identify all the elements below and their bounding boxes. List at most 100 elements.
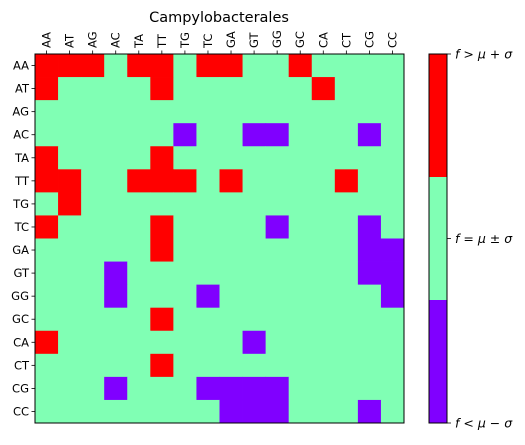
heatmap-cell — [196, 400, 219, 423]
heatmap-cell — [150, 239, 173, 262]
heatmap-cell — [58, 354, 81, 377]
heatmap-cell — [173, 377, 196, 400]
heatmap-cell — [358, 100, 381, 123]
heatmap-cell — [104, 285, 127, 308]
heatmap-cell — [173, 308, 196, 331]
heatmap-cell — [81, 54, 104, 77]
heatmap-cell — [127, 169, 150, 192]
heatmap-cell — [127, 354, 150, 377]
heatmap-cell — [58, 77, 81, 100]
heatmap-cell — [196, 239, 219, 262]
heatmap-cell — [358, 169, 381, 192]
heatmap-cell — [289, 308, 312, 331]
col-tick-label: CG — [362, 31, 376, 48]
heatmap-cell — [81, 308, 104, 331]
heatmap-cell — [81, 146, 104, 169]
heatmap-cell — [104, 77, 127, 100]
heatmap-cell — [58, 123, 81, 146]
heatmap-cell — [358, 146, 381, 169]
col-tick-label: GC — [293, 31, 307, 48]
heatmap-cell — [81, 169, 104, 192]
heatmap-cell — [312, 77, 335, 100]
heatmap-cell — [266, 262, 289, 285]
heatmap-cell — [58, 285, 81, 308]
heatmap-cell — [127, 100, 150, 123]
heatmap-cell — [196, 354, 219, 377]
heatmap-cell — [312, 100, 335, 123]
heatmap-cell — [358, 285, 381, 308]
heatmap-cell — [81, 77, 104, 100]
heatmap-cell — [196, 100, 219, 123]
row-tick-label: GC — [12, 312, 29, 326]
heatmap-cell — [266, 77, 289, 100]
heatmap-cell — [104, 354, 127, 377]
heatmap-cell — [381, 239, 404, 262]
heatmap-cell — [35, 169, 58, 192]
heatmap-cell — [335, 123, 358, 146]
heatmap-cell — [173, 285, 196, 308]
heatmap-cell — [335, 77, 358, 100]
heatmap-cell — [173, 331, 196, 354]
heatmap-cell — [150, 354, 173, 377]
heatmap-cell — [127, 400, 150, 423]
row-tick-label: AT — [15, 82, 30, 96]
col-tick-label: GG — [270, 30, 284, 48]
heatmap-cell — [104, 262, 127, 285]
heatmap-cell — [58, 100, 81, 123]
heatmap-cell — [196, 377, 219, 400]
heatmap-cell — [196, 215, 219, 238]
heatmap-cell — [335, 54, 358, 77]
heatmap-cell — [266, 54, 289, 77]
heatmap-cell — [220, 377, 243, 400]
heatmap-cell — [35, 215, 58, 238]
heatmap-cell — [312, 354, 335, 377]
heatmap-cell — [127, 146, 150, 169]
heatmap-cell — [243, 354, 266, 377]
heatmap-cell — [220, 123, 243, 146]
heatmap-cell — [266, 285, 289, 308]
heatmap-cell — [381, 169, 404, 192]
heatmap-cell — [289, 262, 312, 285]
heatmap-cell — [243, 123, 266, 146]
heatmap-cell — [220, 100, 243, 123]
heatmap-cell — [127, 54, 150, 77]
heatmap-cell — [150, 215, 173, 238]
heatmap-cell — [196, 123, 219, 146]
heatmap-cell — [173, 123, 196, 146]
heatmap-cell — [289, 215, 312, 238]
heatmap-cells — [35, 54, 404, 423]
heatmap-cell — [58, 331, 81, 354]
heatmap-cell — [150, 169, 173, 192]
heatmap-cell — [289, 123, 312, 146]
heatmap-cell — [243, 308, 266, 331]
heatmap-cell — [35, 308, 58, 331]
heatmap-cell — [266, 169, 289, 192]
heatmap-cell — [358, 331, 381, 354]
heatmap-cell — [381, 123, 404, 146]
heatmap-cell — [173, 192, 196, 215]
heatmap-cell — [289, 169, 312, 192]
heatmap-cell — [358, 354, 381, 377]
heatmap-cell — [58, 377, 81, 400]
heatmap-cell — [81, 192, 104, 215]
heatmap-cell — [243, 54, 266, 77]
heatmap-cell — [58, 192, 81, 215]
heatmap-cell — [289, 54, 312, 77]
heatmap-cell — [312, 331, 335, 354]
heatmap-cell — [312, 146, 335, 169]
heatmap-cell — [243, 377, 266, 400]
heatmap-cell — [312, 262, 335, 285]
heatmap-cell — [196, 331, 219, 354]
heatmap-cell — [312, 239, 335, 262]
heatmap-cell — [358, 192, 381, 215]
heatmap-cell — [312, 285, 335, 308]
heatmap-cell — [58, 308, 81, 331]
heatmap-cell — [35, 192, 58, 215]
heatmap-cell — [358, 262, 381, 285]
heatmap-cell — [173, 354, 196, 377]
heatmap-cell — [196, 54, 219, 77]
heatmap-cell — [312, 169, 335, 192]
heatmap-cell — [358, 239, 381, 262]
heatmap-cell — [220, 146, 243, 169]
heatmap-cell — [173, 77, 196, 100]
